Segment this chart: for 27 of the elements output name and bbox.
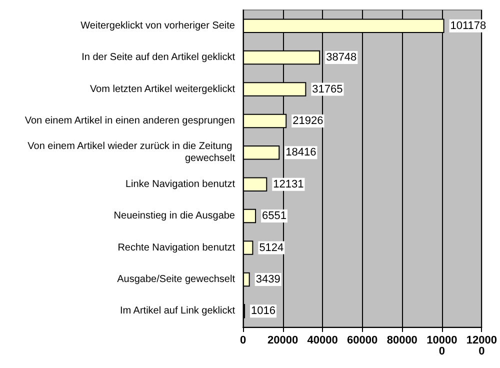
data-label: 1016 [251, 305, 276, 318]
x-tick-label: 12000 0 [466, 334, 498, 358]
y-tick-label: Von einem Artikel wieder zurück in die Zeitung gewechselt [28, 141, 236, 164]
x-tick-label: 10000 0 [426, 334, 458, 358]
data-label: 3439 [256, 273, 280, 286]
y-tick-label: Rechte Navigation benutzt [118, 242, 236, 254]
data-label: 12131 [273, 178, 304, 190]
data-label: 38748 [326, 52, 357, 64]
x-tick-label: 60000 [347, 334, 378, 346]
y-tick-label: Linke Navigation benutzt [125, 178, 236, 190]
y-tick-label: In der Seite auf den Artikel geklickt [82, 52, 236, 64]
x-tick-label: 20000 [267, 334, 298, 346]
y-tick-label: Vom letzten Artikel weitergeklickt [90, 84, 236, 95]
y-tick-label: Ausgabe/Seite gewechselt [117, 274, 236, 285]
data-label: 101178 [450, 20, 486, 32]
x-tick-label: 40000 [307, 334, 338, 346]
data-label: 21926 [292, 114, 324, 127]
x-tick-label: 80000 [386, 334, 418, 346]
data-label: 5124 [259, 242, 284, 254]
x-tick-label: 0 [240, 334, 246, 346]
y-tick-label: Weitergeklickt von vorheriger Seite [80, 20, 236, 32]
data-label: 6551 [262, 210, 287, 222]
y-tick-label: Im Artikel auf Link geklickt [120, 306, 236, 317]
data-label: 31765 [312, 83, 343, 96]
y-tick-label: Neueinstieg in die Ausgabe [114, 210, 236, 222]
data-label: 18416 [286, 146, 316, 159]
y-tick-label: Von einem Artikel in einen anderen gesprungen [24, 115, 235, 126]
